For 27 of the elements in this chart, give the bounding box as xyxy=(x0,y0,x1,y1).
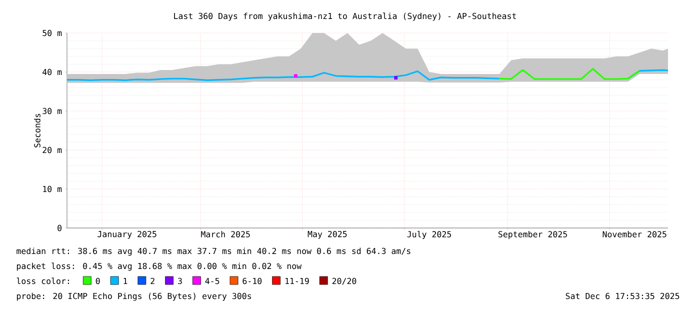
y-tick-label: 0 xyxy=(58,224,62,232)
x-tick-label: July 2025 xyxy=(407,230,452,239)
text: probe: 20 ICMP Echo Pings (56 Bytes) every 300s xyxy=(16,292,251,301)
y-tick-label: 10 m xyxy=(43,186,62,192)
x-tick-label: March 2025 xyxy=(201,230,250,238)
x-tick-label: May 2025 xyxy=(308,230,347,239)
legend-label: 1 xyxy=(124,278,128,284)
x-tick-label: November 2025 xyxy=(602,230,666,238)
legend-label: 20/20 xyxy=(332,278,356,285)
y-tick-label: 50 m xyxy=(42,30,62,36)
y-tick-label: 30 m xyxy=(42,108,62,114)
y-tick-label: 40 m xyxy=(42,68,62,76)
text: Sat Dec 6 17:53:35 2025 xyxy=(566,292,680,300)
legend-label: 4-5 xyxy=(205,278,220,284)
legend-label: 11-19 xyxy=(286,278,309,284)
y-tick-label: 20 m xyxy=(42,146,62,154)
legend-title: loss color: xyxy=(16,278,69,284)
legend-label: 2 xyxy=(150,278,154,284)
y-axis-title: Seconds xyxy=(34,114,40,148)
chart-title: Last 360 Days from yakushima-nz1 to Australia (Sydney) - AP-Southeast xyxy=(174,12,516,21)
legend-label: 0 xyxy=(96,278,100,284)
text: median rtt: 38.6 ms avg 40.7 ms max 37.7 ms min 40.2 ms now 0.6 ms sd 64.3 am/s xyxy=(16,248,410,256)
legend-label: 6-10 xyxy=(242,278,262,284)
x-tick-label: September 2025 xyxy=(498,230,567,239)
text: packet loss: 0.45 % avg 18.68 % max 0.00 % min 0.02 % now xyxy=(16,262,302,271)
x-tick-label: January 2025 xyxy=(98,230,156,239)
legend-label: 3 xyxy=(178,278,182,284)
